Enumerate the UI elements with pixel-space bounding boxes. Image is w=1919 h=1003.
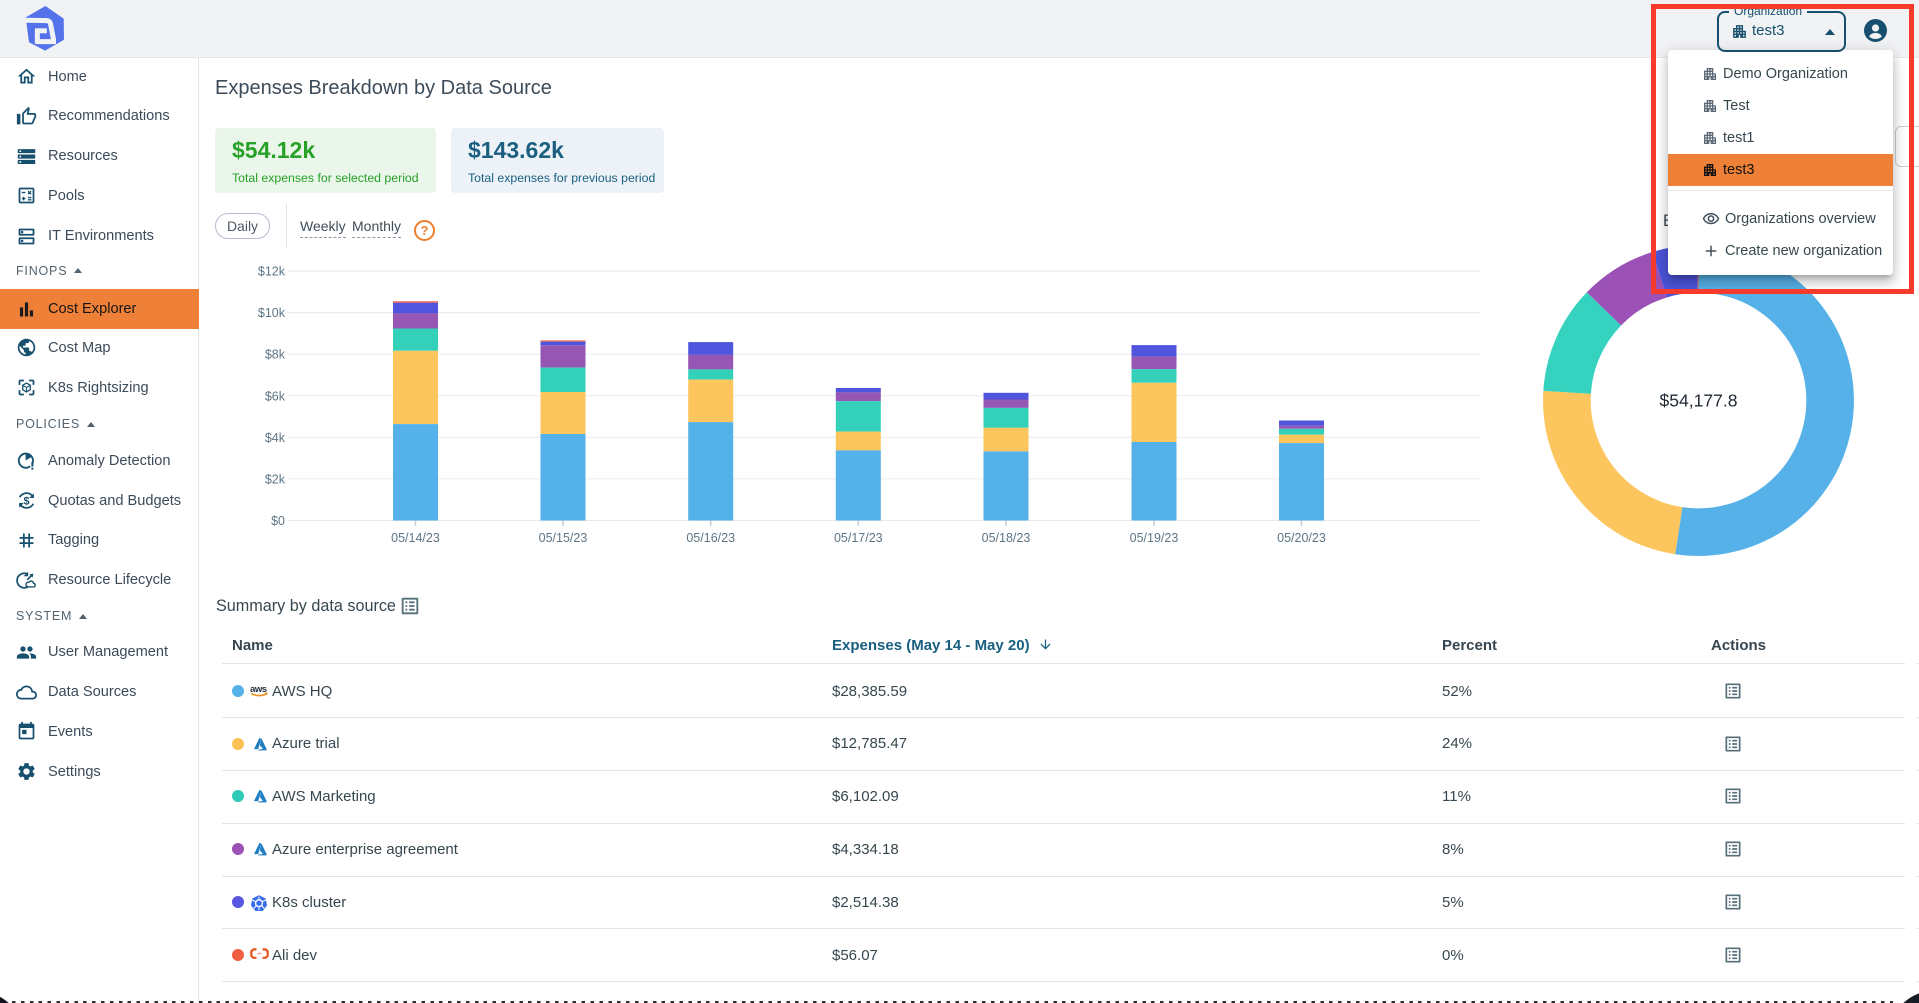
svg-text:05/18/23: 05/18/23 <box>982 531 1031 545</box>
svg-text:$8k: $8k <box>265 348 286 362</box>
svg-text:05/14/23: 05/14/23 <box>391 531 440 545</box>
svg-text:$54,177.8: $54,177.8 <box>1659 391 1737 411</box>
svg-text:05/19/23: 05/19/23 <box>1130 531 1179 545</box>
svg-text:05/20/23: 05/20/23 <box>1277 531 1326 545</box>
svg-text:05/16/23: 05/16/23 <box>686 531 735 545</box>
svg-text:$10k: $10k <box>258 306 286 320</box>
svg-text:$0: $0 <box>271 514 285 528</box>
svg-text:$12k: $12k <box>258 265 286 279</box>
svg-text:$4k: $4k <box>265 431 286 445</box>
svg-text:05/17/23: 05/17/23 <box>834 531 883 545</box>
svg-text:aws: aws <box>250 684 267 695</box>
svg-text:$6k: $6k <box>265 389 286 403</box>
svg-text:05/15/23: 05/15/23 <box>539 531 588 545</box>
svg-text:$2k: $2k <box>265 472 286 486</box>
